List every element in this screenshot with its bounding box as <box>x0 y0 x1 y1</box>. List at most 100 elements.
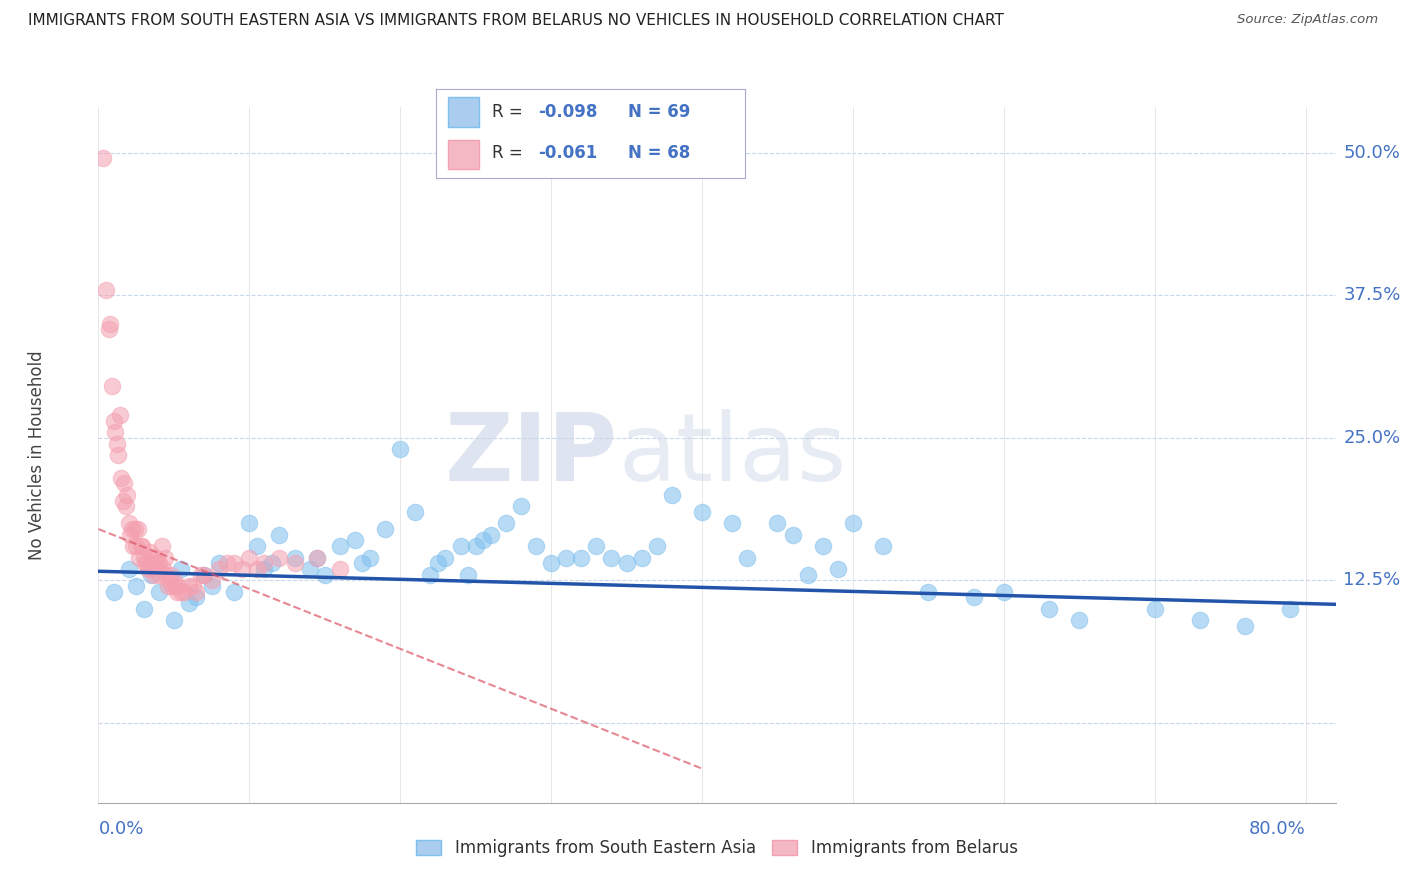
Point <box>114 500 136 514</box>
Point <box>284 550 307 565</box>
Point <box>464 539 486 553</box>
Point <box>307 550 329 565</box>
Point <box>917 584 939 599</box>
Point <box>121 522 143 536</box>
Text: Source: ZipAtlas.com: Source: ZipAtlas.com <box>1237 13 1378 27</box>
Point <box>661 488 683 502</box>
Point <box>645 539 668 553</box>
Point <box>152 562 174 576</box>
Point <box>186 584 208 599</box>
Point <box>110 471 132 485</box>
Point <box>138 545 160 559</box>
Point <box>163 613 186 627</box>
Point <box>129 539 152 553</box>
Point <box>170 584 193 599</box>
Point <box>132 550 155 565</box>
Point <box>163 574 186 588</box>
Text: IMMIGRANTS FROM SOUTH EASTERN ASIA VS IMMIGRANTS FROM BELARUS NO VEHICLES IN HOU: IMMIGRANTS FROM SOUTH EASTERN ASIA VS IM… <box>28 13 1004 29</box>
Point <box>120 528 142 542</box>
Point <box>284 556 307 570</box>
Text: -0.061: -0.061 <box>538 145 598 162</box>
Point <box>142 550 165 565</box>
Point <box>434 550 457 565</box>
Point <box>167 579 190 593</box>
Point <box>352 556 374 570</box>
Point <box>141 562 163 576</box>
Point <box>555 550 578 565</box>
Point <box>811 539 834 553</box>
Point <box>842 516 865 531</box>
Point <box>260 556 283 570</box>
Text: -0.098: -0.098 <box>538 103 598 121</box>
Point <box>1234 619 1257 633</box>
Text: 50.0%: 50.0% <box>1343 144 1400 161</box>
Point <box>190 567 212 582</box>
Point <box>117 516 139 531</box>
Point <box>224 556 246 570</box>
Point <box>170 562 193 576</box>
Text: N = 68: N = 68 <box>627 145 690 162</box>
Point <box>224 584 246 599</box>
Point <box>193 567 215 582</box>
Point <box>827 562 849 576</box>
Point <box>177 596 200 610</box>
Point <box>135 556 157 570</box>
Point <box>238 516 260 531</box>
Point <box>156 579 179 593</box>
Point <box>145 550 167 565</box>
Legend: Immigrants from South Eastern Asia, Immigrants from Belarus: Immigrants from South Eastern Asia, Immi… <box>409 833 1025 864</box>
FancyBboxPatch shape <box>449 140 479 169</box>
Point <box>509 500 531 514</box>
Point <box>343 533 366 548</box>
Text: No Vehicles in Household: No Vehicles in Household <box>28 350 45 560</box>
Text: ZIP: ZIP <box>446 409 619 501</box>
Text: 0.0%: 0.0% <box>98 820 143 838</box>
Point <box>186 591 208 605</box>
Point <box>253 562 276 576</box>
Point <box>98 322 121 336</box>
Point <box>128 550 150 565</box>
Point <box>359 550 381 565</box>
Point <box>136 562 159 576</box>
Point <box>426 556 449 570</box>
Point <box>166 584 188 599</box>
Point <box>200 579 222 593</box>
Point <box>766 516 789 531</box>
Point <box>307 550 329 565</box>
Point <box>246 562 269 576</box>
Point <box>1038 602 1060 616</box>
Point <box>143 567 166 582</box>
Point <box>111 493 134 508</box>
Text: 80.0%: 80.0% <box>1249 820 1306 838</box>
Point <box>208 556 231 570</box>
Point <box>104 425 127 439</box>
Point <box>231 562 253 576</box>
Point <box>148 556 170 570</box>
Point <box>298 562 321 576</box>
Point <box>115 488 138 502</box>
Point <box>100 317 122 331</box>
Point <box>630 550 652 565</box>
Point <box>132 602 155 616</box>
Point <box>329 539 352 553</box>
Text: 12.5%: 12.5% <box>1343 572 1400 590</box>
Point <box>872 539 894 553</box>
Point <box>183 579 205 593</box>
Point <box>600 550 623 565</box>
Point <box>269 528 291 542</box>
Point <box>112 476 135 491</box>
Point <box>314 567 336 582</box>
Point <box>122 539 145 553</box>
Point <box>150 539 173 553</box>
Point <box>690 505 713 519</box>
Point <box>157 574 180 588</box>
Text: R =: R = <box>492 103 527 121</box>
Point <box>1143 602 1166 616</box>
Point <box>329 562 352 576</box>
Point <box>107 448 129 462</box>
Text: 25.0%: 25.0% <box>1343 429 1400 447</box>
Text: R =: R = <box>492 145 527 162</box>
Point <box>146 556 169 570</box>
Point <box>246 539 269 553</box>
Point <box>105 436 128 450</box>
